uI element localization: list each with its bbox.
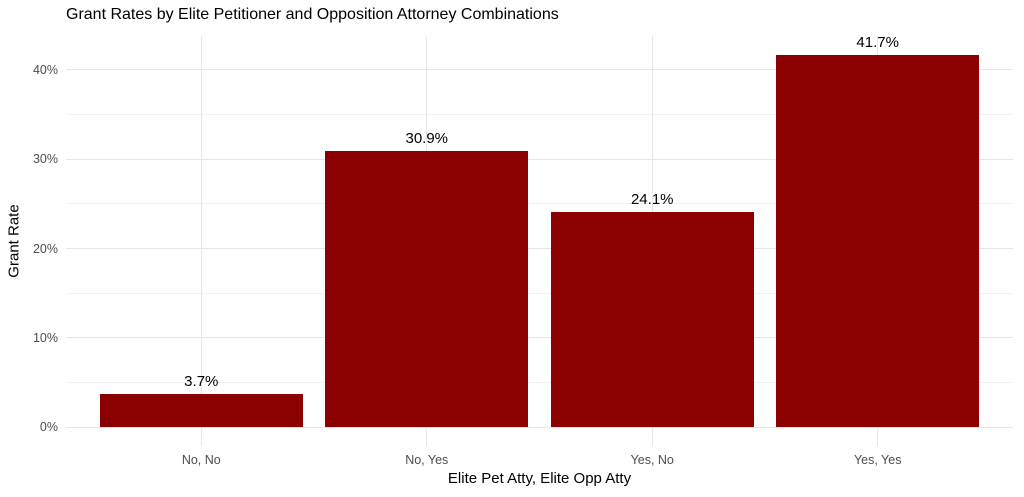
gridline-major bbox=[66, 426, 1013, 428]
bar-value-label: 3.7% bbox=[184, 373, 219, 391]
y-tick-label: 40% bbox=[32, 62, 58, 77]
gridline-major bbox=[66, 69, 1013, 71]
y-tick-label: 30% bbox=[32, 152, 58, 167]
x-tick-label: No, No bbox=[181, 453, 221, 467]
y-tick-label: 10% bbox=[32, 330, 58, 345]
bar-value-label: 30.9% bbox=[405, 130, 449, 148]
gridline-minor bbox=[66, 114, 1013, 116]
y-tick-label: 20% bbox=[32, 241, 58, 256]
bar-yes-yes bbox=[776, 54, 980, 428]
gridline-major bbox=[66, 337, 1013, 339]
gridline-major bbox=[66, 248, 1013, 250]
bar-no-no bbox=[99, 394, 303, 428]
x-tick-label: Yes, Yes bbox=[853, 453, 902, 467]
bar-no-yes bbox=[325, 151, 529, 428]
gridline-minor bbox=[66, 382, 1013, 384]
gridline-minor bbox=[66, 292, 1013, 294]
bar-value-label: 41.7% bbox=[856, 33, 899, 51]
gridline-minor bbox=[66, 203, 1013, 205]
plot-panel bbox=[66, 36, 1013, 446]
bar-value-label: 24.1% bbox=[630, 190, 674, 208]
gridline-major bbox=[66, 158, 1013, 160]
x-tick-label: Yes, No bbox=[630, 453, 674, 467]
x-tick-label: No, Yes bbox=[405, 453, 449, 467]
x-axis-title: Elite Pet Atty, Elite Opp Atty bbox=[447, 470, 632, 487]
chart-title: Grant Rates by Elite Petitioner and Oppo… bbox=[66, 6, 559, 23]
bar-yes-no bbox=[550, 211, 754, 428]
gridline-vertical bbox=[200, 36, 202, 446]
y-tick-label: 0% bbox=[39, 420, 58, 435]
